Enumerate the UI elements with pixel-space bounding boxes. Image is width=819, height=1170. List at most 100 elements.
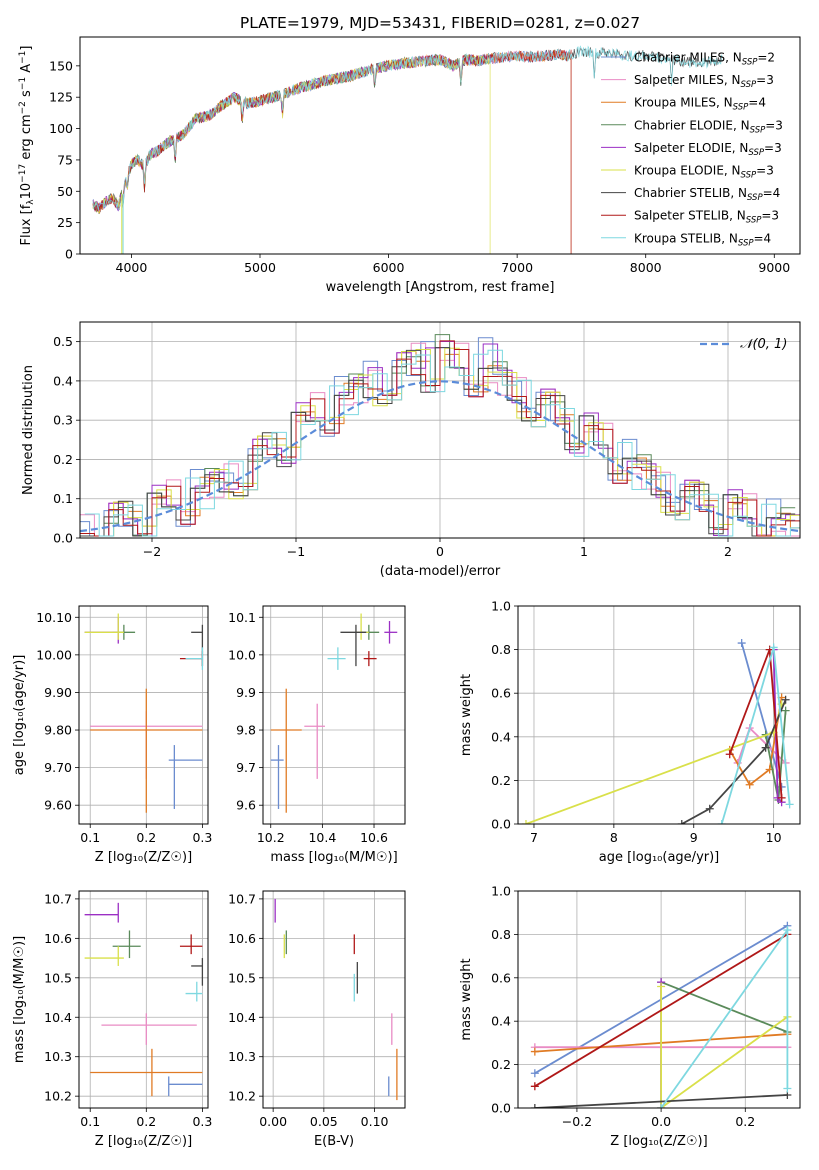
x-tick-label: −0.2: [562, 1114, 592, 1129]
y-axis-label-part: −1: [18, 77, 28, 90]
y-tick-label: 10.2: [44, 1089, 72, 1104]
x-tick-label: 9000: [758, 260, 790, 275]
x-tick-label: 0: [436, 544, 444, 559]
axes-frame: [79, 36, 801, 255]
y-tick-label: 10.5: [228, 970, 256, 985]
legend-label-text: Kroupa ELODIE, N: [634, 164, 741, 178]
x-tick-label: 10.4: [308, 830, 336, 845]
y-axis-label-part: −2: [18, 101, 28, 114]
x-tick-label: 4000: [116, 260, 148, 275]
legend-label-suffix: =3: [756, 73, 774, 87]
legend-label-sub: SSP: [741, 171, 757, 181]
age-vs-metallicity-panel: 0.1 0.2 0.3 9.60 9.70 9.80 9.90 10.00 10.10 Z [lo…: [12, 605, 212, 865]
weight-marker: [761, 743, 770, 752]
plot-area: [274, 898, 398, 1101]
y-tick-label: 0.4: [53, 373, 73, 388]
weight-line-5: [660, 986, 788, 1108]
plot-area: [530, 921, 792, 1108]
y-tick-label: 10.7: [228, 891, 256, 906]
plot-area: [270, 613, 398, 813]
legend-label-suffix: =4: [754, 231, 772, 245]
x-tick-label: 0.3: [192, 830, 212, 845]
legend-label-suffix: =3: [764, 141, 782, 155]
legend-label-text: Chabrier MILES, N: [634, 51, 742, 65]
legend-label-text: Chabrier ELODIE, N: [634, 118, 750, 132]
x-tick-label: 7: [530, 830, 538, 845]
y-tick-label: 0.4: [491, 729, 511, 744]
y-tick-label: 0.0: [491, 1101, 511, 1116]
y-tick-label: 9.80: [44, 723, 72, 738]
x-tick-label: 7000: [501, 260, 533, 275]
plot-area: [521, 639, 794, 824]
weight-marker: [705, 804, 714, 813]
legend-label-sub: SSP: [747, 193, 763, 203]
x-tick-label: 10: [766, 830, 782, 845]
y-tick-label: 125: [49, 90, 73, 105]
x-tick-label: 0.2: [735, 1114, 755, 1129]
legend-label-sub: SSP: [746, 216, 762, 226]
weight-marker: [781, 695, 790, 704]
axes-frame: [517, 890, 801, 1109]
weight-marker: [785, 800, 794, 809]
y-tick-label: 0.2: [53, 452, 73, 467]
y-axis-label: age [log₁₀(age/yr)]: [12, 655, 27, 776]
y-tick-label: 10.00: [36, 647, 72, 662]
x-tick-label: 0.0: [651, 1114, 671, 1129]
x-tick-label: 10.6: [360, 830, 388, 845]
y-axis-label-part: ]: [19, 46, 34, 51]
normal-curve: [80, 380, 800, 533]
y-tick-label: 0.2: [491, 773, 511, 788]
y-tick-label: 75: [57, 152, 73, 167]
y-tick-label: 9.90: [44, 685, 72, 700]
y-axis-label-part: 10: [19, 183, 34, 200]
y-tick-label: 0.3: [53, 413, 73, 428]
weight-marker: [657, 982, 666, 991]
weight-marker: [657, 1104, 666, 1108]
weight-marker: [737, 639, 746, 648]
x-axis-label: Z [log₁₀(Z/Z☉)]: [95, 1134, 192, 1149]
weight-marker: [530, 1047, 539, 1056]
y-tick-label: 0: [65, 247, 73, 262]
y-tick-label: 10.4: [44, 1010, 72, 1025]
weight-line-8: [660, 927, 789, 1108]
legend-label: Salpeter ELODIE, NSSP=3: [634, 141, 782, 158]
legend-label-text: Salpeter ELODIE, N: [634, 141, 748, 155]
spectrum-line-1: [92, 49, 569, 212]
x-tick-label: 9: [690, 830, 698, 845]
y-tick-label: 0.6: [491, 686, 511, 701]
x-axis-label: Z [log₁₀(Z/Z☉)]: [610, 1134, 707, 1149]
x-axis-label: mass [log₁₀(M/M☉)]: [270, 850, 397, 865]
y-axis-label: mass [log₁₀(M/M☉)]: [12, 936, 27, 1063]
x-tick-label: 5000: [244, 260, 276, 275]
legend-label-suffix: =2: [757, 51, 775, 65]
mass-vs-metallicity-panel: 0.1 0.2 0.3 10.2 10.3 10.4 10.5 10.6 10.7 Z [log₁…: [12, 890, 212, 1149]
y-tick-label: 10.0: [228, 647, 256, 662]
legend-label-suffix: =3: [765, 118, 783, 132]
y-tick-label: 0.0: [491, 817, 511, 832]
histogram-series-5: [84, 347, 800, 537]
x-tick-label: 1: [580, 544, 588, 559]
legend-label: Kroupa STELIB, NSSP=4: [634, 231, 771, 248]
weight-marker: [781, 706, 790, 715]
y-axis-label: Flux [fλ10−17 erg cm−2 s−1 A−1]: [18, 46, 36, 246]
x-axis-label: E(B-V): [314, 1134, 354, 1149]
axes-frame: [78, 890, 209, 1109]
y-tick-label: 10.3: [44, 1049, 72, 1064]
weight-vs-age-panel: 7 8 9 10 0.0 0.2 0.4 0.6 0.8 1.0 age [log₁₀(age/yr…: [459, 599, 801, 865]
legend-label-sub: SSP: [748, 148, 764, 158]
weight-marker: [717, 820, 726, 824]
legend-label-suffix: =3: [756, 164, 774, 178]
y-tick-label: 10.6: [228, 931, 256, 946]
y-tick-label: 0.0: [53, 531, 73, 546]
y-tick-label: 9.8: [236, 723, 256, 738]
spectrum-panel: 4000 5000 6000 7000 8000 9000 0 25 50 75 100 125 150…: [18, 36, 801, 295]
legend-label: Chabrier STELIB, NSSP=4: [634, 186, 780, 203]
y-tick-label: 0.4: [491, 1014, 511, 1029]
weight-marker: [783, 1084, 792, 1093]
weight-line-7: [534, 933, 788, 1088]
x-tick-label: 0.3: [192, 1114, 212, 1129]
legend-label: Salpeter STELIB, NSSP=3: [634, 209, 779, 226]
y-tick-label: 9.9: [236, 685, 256, 700]
legend-label: Chabrier MILES, NSSP=2: [634, 51, 775, 68]
y-tick-label: 0.6: [491, 970, 511, 985]
